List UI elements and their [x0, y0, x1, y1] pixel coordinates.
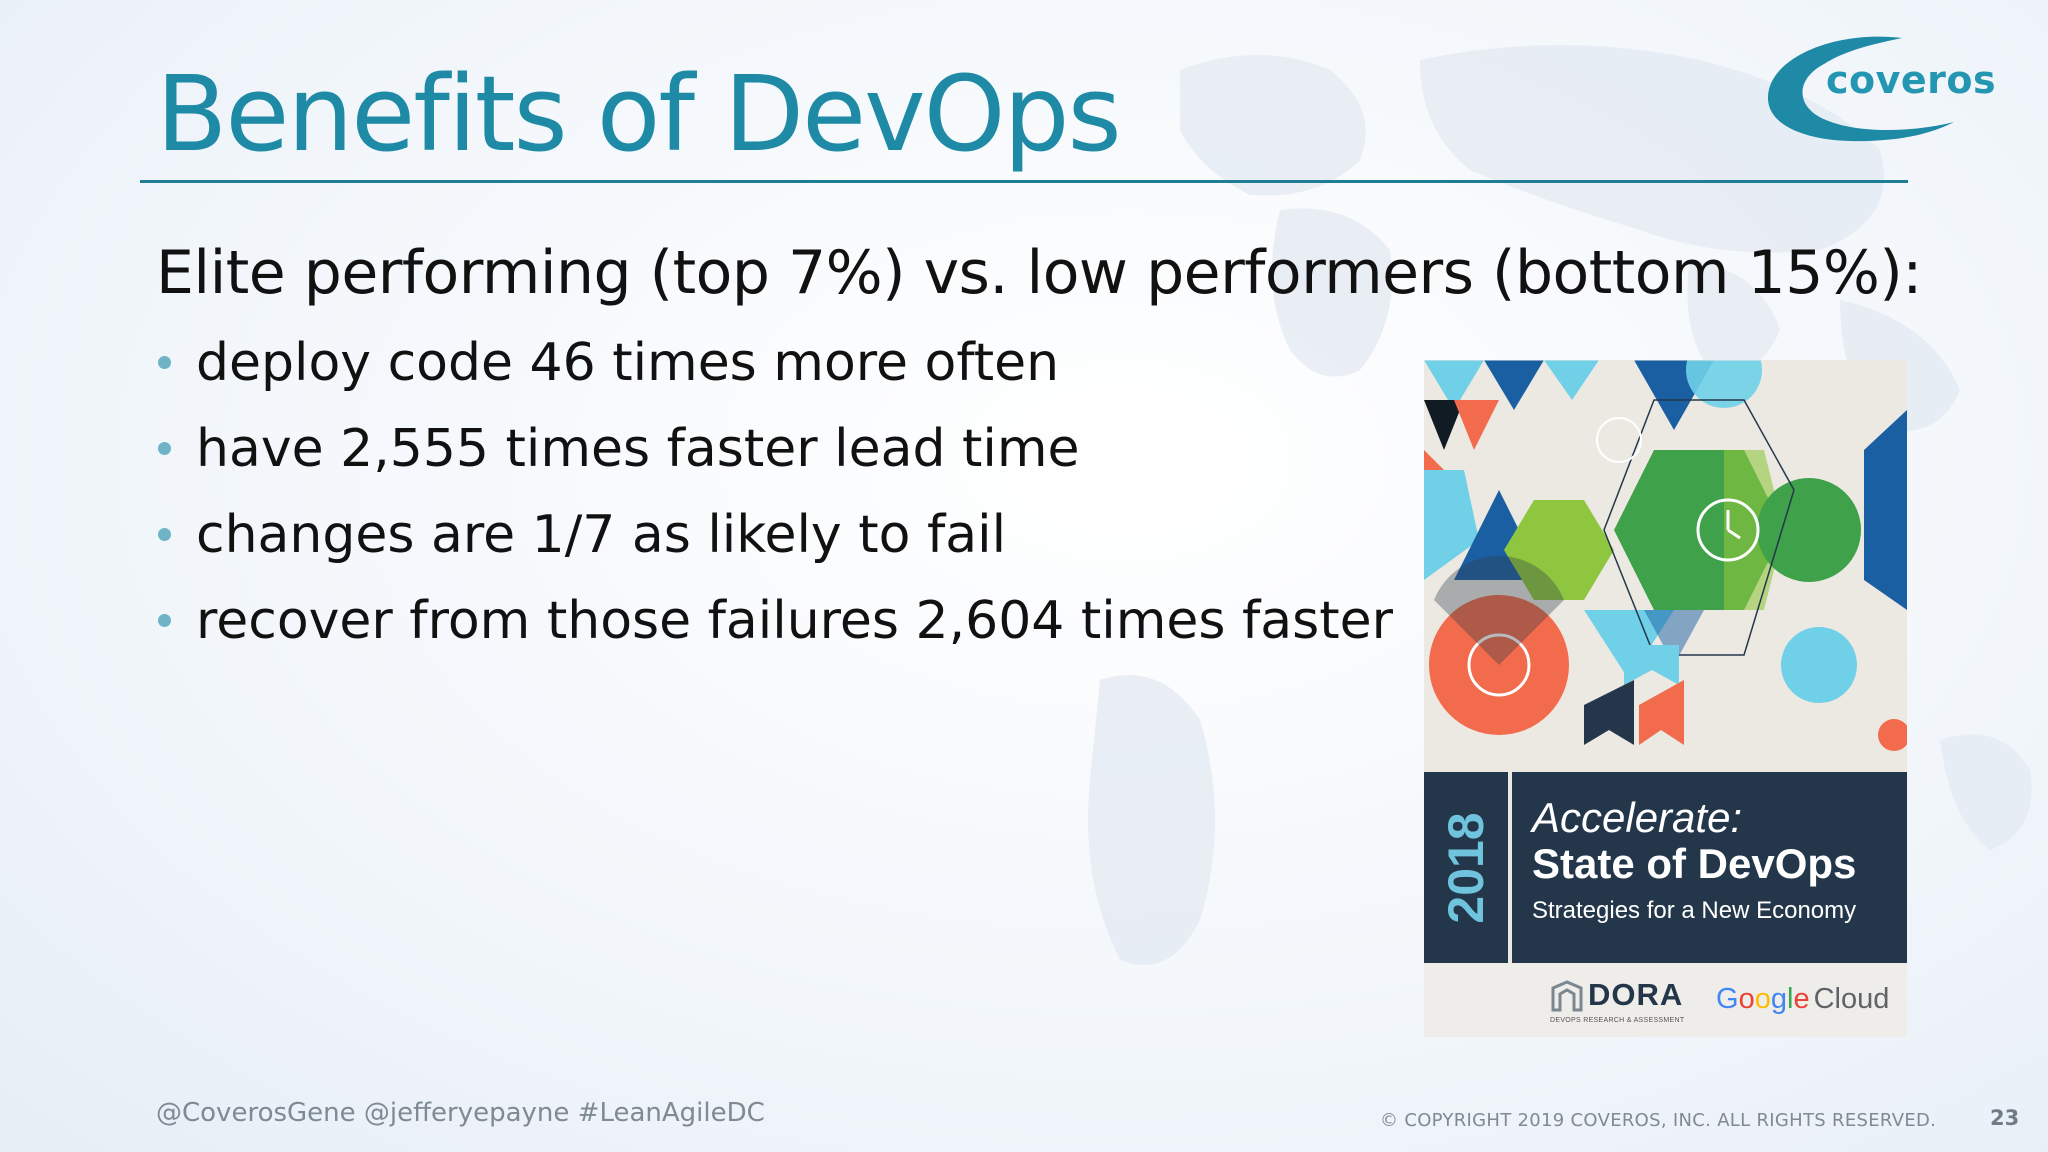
coveros-logo [1767, 36, 1954, 142]
dora-logo-text: DORA [1588, 977, 1684, 1012]
google-letter: G [1716, 983, 1739, 1015]
bullet-item: recover from those failures 2,604 times … [156, 588, 1393, 674]
slide-page-number: 23 [1990, 1106, 2020, 1130]
bullet-list: deploy code 46 times more often have 2,5… [156, 330, 1393, 674]
google-letter: o [1738, 983, 1755, 1015]
slide-title: Benefits of DevOps [156, 53, 1122, 175]
bullet-dot [158, 528, 171, 541]
cover-title-accelerate: Accelerate: [1532, 794, 1743, 841]
report-cover-image: 2018 Accelerate: State of DevOps Strateg… [1424, 360, 1907, 1037]
bullet-item: deploy code 46 times more often [156, 330, 1393, 416]
bullet-text: deploy code 46 times more often [196, 333, 1060, 393]
bullet-text: changes are 1/7 as likely to fail [196, 505, 1007, 565]
slide-subtitle: Elite performing (top 7%) vs. low perfor… [156, 238, 1923, 308]
google-letter: e [1793, 983, 1810, 1015]
bullet-dot [158, 614, 171, 627]
cover-title-band: 2018 Accelerate: State of DevOps Strateg… [1424, 772, 1907, 963]
cover-subtitle: Strategies for a New Economy [1532, 897, 1857, 924]
bullet-text: have 2,555 times faster lead time [196, 419, 1080, 479]
cover-geometric-art [1424, 360, 1907, 772]
google-letter: l [1786, 983, 1794, 1015]
dora-logo-icon [1551, 980, 1583, 1012]
footer-social-handles: @CoverosGene @jefferyepayne #LeanAgileDC [156, 1098, 765, 1128]
cover-band-divider [1508, 772, 1512, 963]
cover-year: 2018 [1438, 812, 1494, 924]
coveros-logo-text: coveros [1826, 58, 1997, 102]
cover-title-state-of-devops: State of DevOps [1532, 840, 1857, 887]
google-letter: o [1754, 983, 1771, 1015]
bullet-dot [158, 442, 171, 455]
bullet-item: changes are 1/7 as likely to fail [156, 502, 1393, 588]
dora-tagline: DEVOPS RESEARCH & ASSESSMENT [1550, 1017, 1685, 1024]
footer-copyright: © COPYRIGHT 2019 COVEROS, INC. ALL RIGHT… [1380, 1110, 1937, 1131]
cover-sponsor-strip: DORA DEVOPS RESEARCH & ASSESSMENT Google… [1424, 963, 1907, 1037]
google-cloud-suffix: Cloud [1813, 983, 1890, 1015]
bullet-dot [158, 356, 171, 369]
title-underline [140, 180, 1908, 183]
google-cloud-logo: Google Cloud [1716, 983, 1889, 1016]
google-letter: g [1770, 983, 1787, 1015]
bullet-text: recover from those failures 2,604 times … [196, 591, 1394, 651]
bullet-item: have 2,555 times faster lead time [156, 416, 1393, 502]
